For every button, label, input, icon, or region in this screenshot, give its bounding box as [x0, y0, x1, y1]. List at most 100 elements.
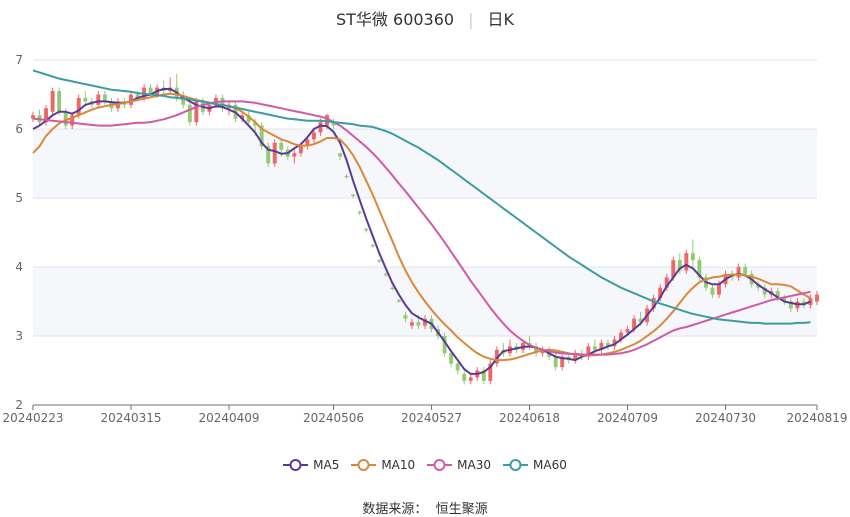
candle [762, 284, 767, 299]
candle-body [677, 260, 682, 271]
candle [266, 142, 271, 167]
source-provider: 恒生聚源 [435, 502, 488, 517]
candle [357, 210, 362, 216]
x-tick-label: 20240409 [198, 411, 259, 425]
candle-body [481, 370, 486, 381]
candle [351, 193, 356, 198]
candle-body [684, 253, 689, 271]
legend-item-ma30[interactable]: MA30 [427, 458, 491, 472]
background-bands [33, 129, 817, 336]
candle [246, 111, 251, 126]
y-tick-label: 7 [15, 53, 23, 67]
candle-body [338, 153, 343, 157]
candle-body [710, 287, 715, 295]
candle [599, 339, 604, 354]
y-tick-label: 3 [15, 329, 23, 343]
candle [586, 342, 591, 361]
candle-body [76, 97, 81, 116]
candle [383, 272, 388, 277]
legend: MA5 MA10 MA30 MA60 [0, 458, 850, 475]
candle-body [423, 318, 427, 326]
legend-item-ma60[interactable]: MA60 [503, 458, 567, 472]
candle [468, 373, 473, 385]
candle-body [534, 346, 539, 354]
candle-body [690, 253, 695, 261]
candle-body [697, 260, 702, 278]
candle [259, 122, 264, 150]
candle-body [632, 318, 637, 330]
candle-body [560, 356, 565, 368]
candle [161, 80, 166, 95]
candle [573, 349, 578, 364]
candle [677, 253, 682, 274]
candle [815, 291, 819, 305]
candle-body [449, 353, 454, 364]
candle [534, 342, 539, 357]
candle-body [318, 122, 323, 133]
candle-body [253, 122, 258, 126]
candle-body [390, 287, 395, 290]
candle [129, 91, 133, 109]
candle [710, 284, 715, 299]
candle-body [305, 139, 310, 147]
candle [272, 139, 277, 167]
candle-body [370, 244, 375, 247]
ma10-line [32, 92, 811, 362]
candle-body [442, 336, 447, 354]
source-label: 数据来源： [362, 502, 428, 517]
candle-body [63, 111, 68, 126]
candle-body [553, 356, 558, 368]
candle [442, 332, 447, 357]
candle [311, 129, 316, 143]
candle-body [664, 277, 669, 288]
candle-body [599, 342, 604, 350]
candle [37, 109, 42, 126]
candle [83, 91, 88, 105]
legend-item-ma5[interactable]: MA5 [283, 458, 339, 472]
candle [396, 298, 401, 303]
candle-body [351, 194, 356, 196]
legend-marker-icon [351, 459, 377, 471]
candle-body [364, 229, 369, 231]
x-tick-label: 20240618 [499, 411, 560, 425]
candle-body [782, 298, 787, 302]
candle-body [331, 122, 336, 126]
candle [50, 87, 55, 116]
candle [377, 258, 382, 263]
candle [423, 315, 427, 330]
candle [338, 153, 343, 161]
candle [390, 286, 395, 291]
candle [57, 87, 62, 116]
candle-body [383, 273, 388, 276]
candle [651, 294, 656, 312]
candle-body [671, 260, 676, 278]
candle-body [102, 94, 107, 102]
candle [331, 118, 336, 129]
moving-average-lines [32, 69, 811, 375]
candle-body [44, 108, 49, 123]
candle-body [455, 363, 460, 371]
stock-name: ST华微 600360 [336, 10, 455, 29]
candle-body [638, 318, 643, 323]
legend-marker-icon [427, 459, 453, 471]
candle-body [50, 91, 55, 112]
candle-body [462, 373, 467, 381]
candle [488, 360, 493, 385]
legend-marker-icon [503, 459, 529, 471]
candle [403, 311, 408, 323]
candle [664, 273, 669, 292]
candle [96, 91, 101, 109]
x-tick-label: 20240506 [303, 411, 364, 425]
candle-body [83, 97, 88, 102]
candle-body [762, 287, 767, 295]
candle-body [409, 322, 414, 326]
legend-label: MA10 [381, 458, 416, 472]
x-axis: 20240223 20240315 20240409 20240506 20240527… [2, 404, 848, 425]
legend-item-ma10[interactable]: MA10 [351, 458, 415, 472]
candle [481, 367, 486, 385]
x-tick-label: 20240819 [786, 411, 847, 425]
candle-body [311, 132, 316, 140]
legend-label: MA5 [313, 458, 340, 472]
y-tick-label: 5 [15, 191, 23, 205]
